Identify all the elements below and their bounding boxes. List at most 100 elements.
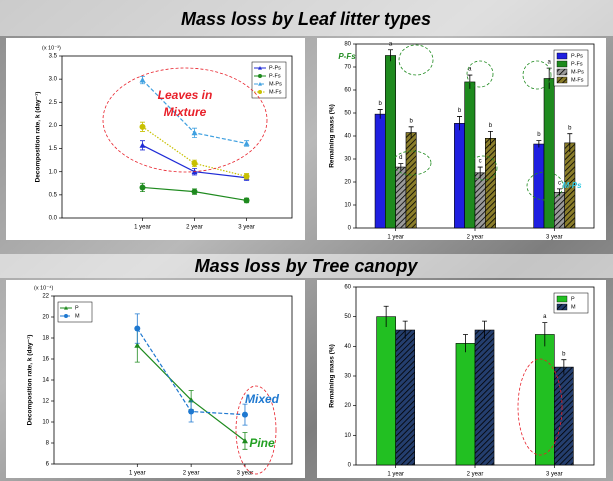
legend-label: M-Ps	[269, 81, 282, 87]
significance-letter: d	[399, 155, 402, 161]
legend-label: P-Fs	[571, 61, 583, 67]
y-tick-label: 10	[344, 203, 351, 209]
y-multiplier: (x 10⁻³)	[42, 45, 61, 51]
marker	[140, 184, 146, 190]
legend-label: P-Fs	[269, 73, 281, 79]
x-tick-label: 2 year	[183, 471, 200, 477]
bar	[377, 317, 396, 465]
x-tick-label: 1 year	[387, 235, 404, 241]
x-tick-label: 3 year	[546, 472, 563, 478]
y-tick-label: 16	[42, 357, 49, 363]
y-tick-label: 80	[344, 42, 351, 48]
marker	[134, 326, 140, 332]
y-tick-label: 1.0	[49, 169, 58, 175]
x-tick-label: 1 year	[129, 471, 146, 477]
bar	[554, 367, 573, 465]
legend-swatch	[557, 53, 567, 59]
bar	[475, 173, 485, 228]
legend-label: M	[571, 304, 576, 310]
bar	[406, 133, 416, 228]
annotation: Mixed	[245, 392, 280, 406]
y-tick-label: 3.5	[49, 54, 58, 60]
legend-label: P-Ps	[269, 65, 281, 71]
legend-swatch	[557, 77, 567, 83]
annotation: P-Fs	[338, 52, 356, 61]
marker	[64, 314, 68, 318]
y-tick-label: 14	[42, 378, 49, 384]
y-tick-label: 20	[42, 315, 49, 321]
bar	[475, 330, 494, 465]
legend-label: P-Ps	[571, 53, 583, 59]
significance-letter: c	[479, 159, 482, 165]
y-tick-label: 18	[42, 336, 49, 342]
y-tick-label: 30	[344, 374, 351, 380]
y-tick-label: 60	[344, 88, 351, 94]
x-tick-label: 1 year	[134, 225, 151, 231]
y-tick-label: 40	[344, 344, 351, 350]
marker	[244, 197, 250, 203]
x-tick-label: 2 year	[186, 225, 203, 231]
y-tick-label: 50	[344, 314, 351, 320]
y-multiplier: (x 10⁻⁴)	[34, 284, 53, 291]
bar	[534, 144, 544, 228]
y-tick-label: 12	[42, 399, 49, 405]
chart: 01020304050601 year2 year3 yearRemaining…	[317, 280, 606, 478]
x-tick-label: 1 year	[387, 472, 404, 478]
chart: 0.00.51.01.52.02.53.03.51 year2 year3 ye…	[6, 38, 305, 240]
y-tick-label: 3.0	[49, 77, 58, 83]
legend-label: P	[75, 305, 79, 311]
y-tick-label: 70	[344, 65, 351, 71]
legend-swatch	[557, 296, 567, 302]
y-axis-label: Decomposition rate, k (day⁻¹)	[27, 335, 34, 426]
x-tick-label: 3 year	[238, 225, 255, 231]
bar	[535, 334, 554, 465]
bar	[396, 330, 415, 465]
legend-label: P	[571, 296, 575, 302]
annotation: Leaves in	[158, 88, 213, 102]
section-title: Mass loss by Leaf litter types	[181, 9, 431, 29]
bar	[456, 343, 475, 465]
bar	[454, 123, 464, 228]
y-tick-label: 20	[344, 403, 351, 409]
marker	[192, 189, 198, 195]
y-tick-label: 60	[344, 285, 351, 291]
bar	[485, 138, 495, 228]
bar	[385, 56, 395, 229]
page: {"slide_titles": ["Mass loss by Leaf lit…	[0, 0, 613, 481]
marker	[140, 124, 146, 130]
annotation: Pine	[249, 436, 275, 450]
y-tick-label: 0.5	[49, 192, 58, 198]
legend-swatch	[557, 304, 567, 310]
marker	[242, 412, 248, 418]
slide: Mass loss by Leaf litter types Mass loss…	[0, 0, 613, 481]
y-tick-label: 20	[344, 180, 351, 186]
bar	[554, 192, 564, 228]
bar	[396, 167, 406, 228]
annotation: M-Ps	[562, 181, 582, 190]
y-tick-label: 30	[344, 157, 351, 163]
y-tick-label: 50	[344, 111, 351, 117]
section-title: Mass loss by Tree canopy	[195, 256, 419, 276]
y-tick-label: 2.5	[49, 100, 58, 106]
y-tick-label: 10	[344, 433, 351, 439]
marker	[258, 74, 262, 78]
legend-label: M-Fs	[269, 89, 282, 95]
x-tick-label: 3 year	[237, 471, 254, 477]
legend-swatch	[557, 69, 567, 75]
marker	[258, 90, 262, 94]
legend-label: M-Ps	[571, 69, 584, 75]
legend-label: M	[75, 313, 80, 319]
x-tick-label: 2 year	[467, 472, 484, 478]
y-tick-label: 22	[42, 294, 49, 300]
marker	[188, 409, 194, 415]
annotation: Mixture	[164, 105, 207, 119]
y-axis-label: Remaining mass (%)	[329, 104, 336, 168]
y-tick-label: 2.0	[49, 123, 58, 129]
y-axis-label: Decomposition rate, k (day⁻¹)	[35, 92, 42, 183]
y-tick-label: 10	[42, 420, 49, 426]
x-tick-label: 3 year	[546, 235, 563, 241]
y-axis-label: Remaining mass (%)	[329, 344, 336, 408]
legend-label: M-Fs	[571, 77, 584, 83]
marker	[244, 173, 250, 179]
